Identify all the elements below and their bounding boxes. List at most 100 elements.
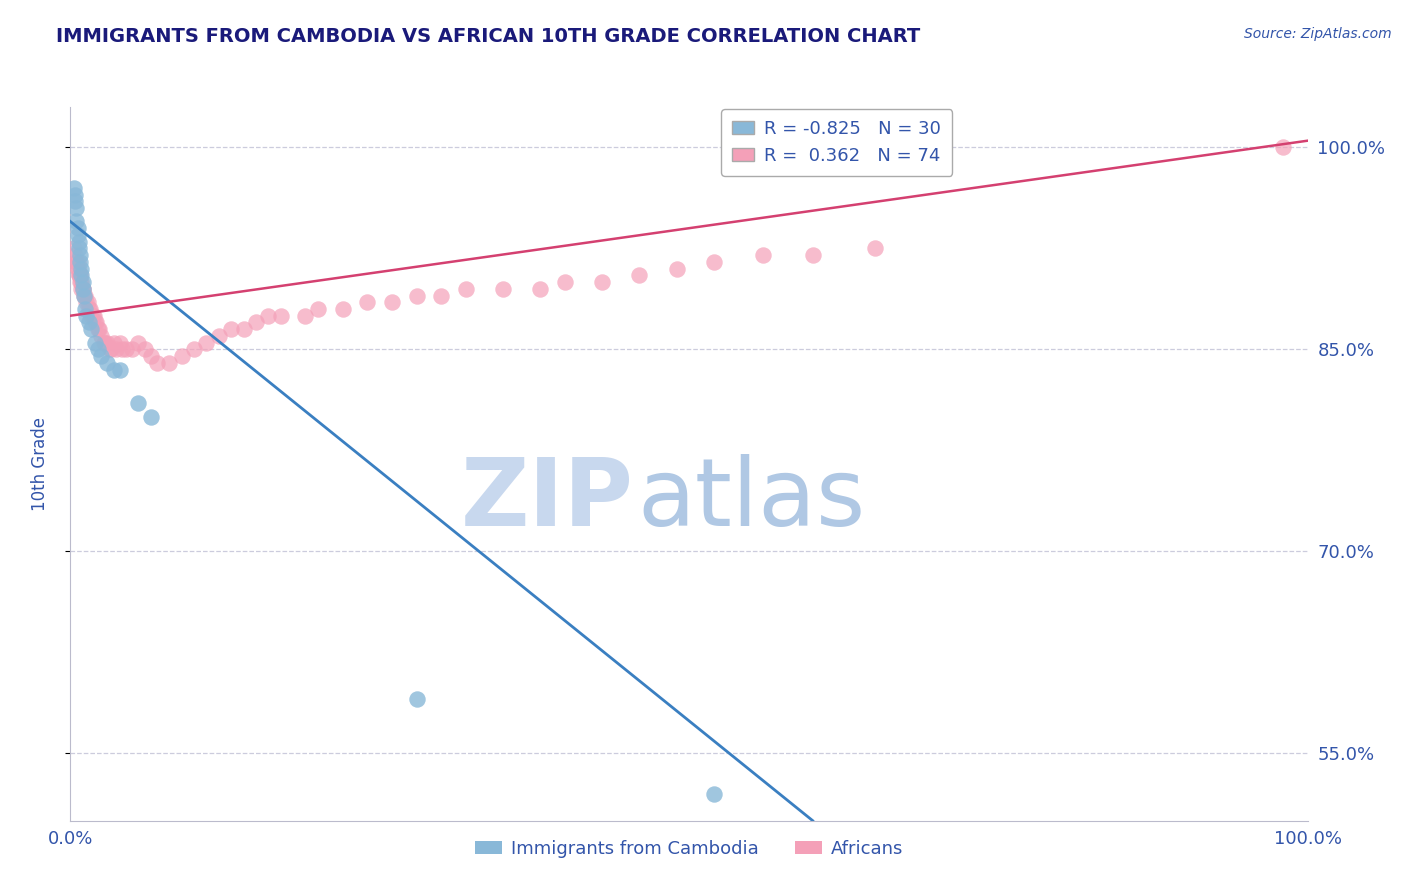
Point: [84, 335, 107, 350]
Y-axis label: 10th Grade: 10th Grade: [31, 417, 49, 511]
Point: [134, 343, 156, 357]
Point: [63, 181, 86, 195]
Text: atlas: atlas: [637, 453, 865, 546]
Text: ZIP: ZIP: [460, 453, 633, 546]
Point: [63, 241, 86, 255]
Point: [67, 268, 90, 283]
Point: [139, 349, 162, 363]
Point: [65, 194, 87, 209]
Point: [67, 268, 90, 283]
Point: [66, 227, 89, 242]
Point: [628, 268, 651, 283]
Point: [270, 309, 292, 323]
Point: [72, 282, 94, 296]
Point: [94, 335, 117, 350]
Point: [183, 343, 205, 357]
Point: [66, 261, 89, 276]
Point: [67, 241, 90, 255]
Point: [75, 309, 97, 323]
Point: [65, 248, 87, 262]
Point: [245, 316, 267, 330]
Point: [103, 362, 125, 376]
Point: [356, 295, 378, 310]
Point: [146, 356, 169, 370]
Point: [82, 309, 104, 323]
Point: [195, 335, 218, 350]
Text: IMMIGRANTS FROM CAMBODIA VS AFRICAN 10TH GRADE CORRELATION CHART: IMMIGRANTS FROM CAMBODIA VS AFRICAN 10TH…: [56, 27, 921, 45]
Point: [72, 275, 94, 289]
Point: [121, 343, 143, 357]
Point: [69, 268, 91, 283]
Point: [70, 275, 93, 289]
Point: [65, 201, 87, 215]
Point: [219, 322, 242, 336]
Point: [84, 316, 107, 330]
Point: [157, 356, 180, 370]
Point: [72, 282, 94, 296]
Point: [69, 255, 91, 269]
Point: [90, 349, 112, 363]
Point: [67, 235, 90, 249]
Point: [65, 255, 87, 269]
Point: [591, 275, 613, 289]
Point: [801, 248, 824, 262]
Point: [139, 409, 162, 424]
Point: [73, 288, 96, 302]
Point: [66, 221, 89, 235]
Point: [70, 282, 93, 296]
Point: [752, 248, 775, 262]
Point: [111, 343, 134, 357]
Point: [456, 282, 478, 296]
Point: [115, 343, 138, 357]
Point: [863, 241, 886, 255]
Point: [294, 309, 316, 323]
Point: [75, 301, 97, 316]
Point: [127, 396, 149, 410]
Point: [492, 282, 515, 296]
Point: [127, 335, 149, 350]
Point: [66, 255, 89, 269]
Point: [93, 335, 115, 350]
Point: [665, 261, 688, 276]
Point: [405, 288, 427, 302]
Point: [79, 301, 101, 316]
Point: [554, 275, 576, 289]
Legend: Immigrants from Cambodia, Africans: Immigrants from Cambodia, Africans: [467, 833, 911, 865]
Point: [100, 343, 122, 357]
Point: [105, 343, 128, 357]
Point: [170, 349, 193, 363]
Point: [208, 329, 231, 343]
Point: [232, 322, 254, 336]
Point: [77, 316, 100, 330]
Point: [65, 187, 87, 202]
Point: [529, 282, 551, 296]
Point: [70, 261, 93, 276]
Point: [75, 288, 97, 302]
Point: [65, 255, 87, 269]
Point: [87, 322, 110, 336]
Point: [257, 309, 280, 323]
Point: [108, 362, 131, 376]
Point: [86, 343, 108, 357]
Point: [307, 301, 329, 316]
Point: [1271, 140, 1294, 154]
Point: [86, 322, 108, 336]
Point: [332, 301, 354, 316]
Point: [65, 214, 87, 228]
Point: [66, 261, 89, 276]
Point: [69, 248, 91, 262]
Point: [83, 309, 105, 323]
Point: [90, 329, 112, 343]
Point: [98, 343, 121, 357]
Point: [103, 335, 125, 350]
Text: Source: ZipAtlas.com: Source: ZipAtlas.com: [1244, 27, 1392, 41]
Point: [77, 301, 100, 316]
Point: [76, 295, 98, 310]
Point: [80, 322, 103, 336]
Point: [405, 692, 427, 706]
Point: [73, 288, 96, 302]
Point: [80, 309, 103, 323]
Point: [96, 335, 118, 350]
Point: [430, 288, 453, 302]
Point: [84, 316, 107, 330]
